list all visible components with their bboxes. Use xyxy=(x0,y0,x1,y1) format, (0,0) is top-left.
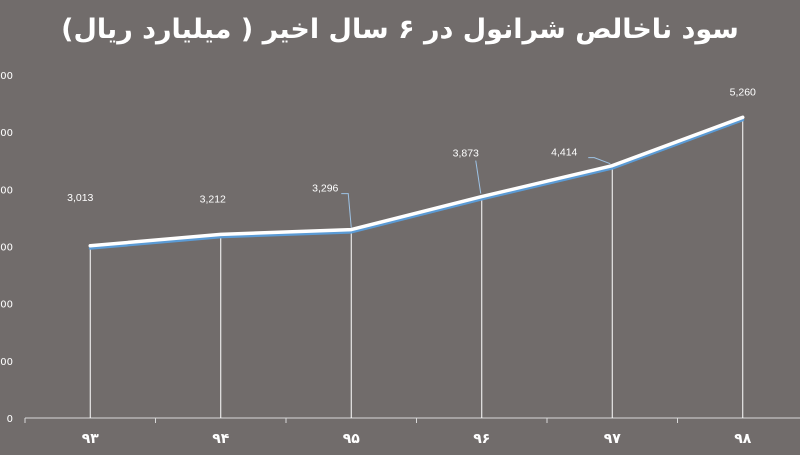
x-category-label: ۹۳ xyxy=(82,431,100,447)
x-category-label: ۹۵ xyxy=(343,431,361,447)
data-label: 5,260 xyxy=(730,86,756,98)
data-label: 3,296 xyxy=(312,183,338,195)
x-category-label: ۹۴ xyxy=(212,431,230,447)
x-category-label: ۹۸ xyxy=(734,431,752,447)
x-category-label: ۹۶ xyxy=(473,431,490,447)
y-tick-label: 4,000 xyxy=(0,185,13,196)
y-tick-label: 3,000 xyxy=(0,243,13,254)
series-line xyxy=(88,115,745,248)
data-label: 4,414 xyxy=(551,147,577,159)
y-tick-label: 5,000 xyxy=(0,128,13,139)
data-label-leader xyxy=(475,160,482,194)
y-tick-label: 1,000 xyxy=(0,357,13,368)
series-line-shadow xyxy=(88,118,745,250)
y-tick-label: 0 xyxy=(7,414,13,425)
x-category-label: ۹۷ xyxy=(604,431,622,447)
data-label-leader xyxy=(341,193,352,228)
data-label-leader xyxy=(588,157,611,165)
chart-title: سود ناخالص شرانول در ۶ سال اخیر ( میلیار… xyxy=(61,14,739,45)
data-label: 3,212 xyxy=(200,193,226,205)
data-label: 3,013 xyxy=(67,192,93,204)
y-tick-label: 6,000 xyxy=(0,71,13,82)
data-label: 3,873 xyxy=(453,148,479,160)
y-tick-label: 2,000 xyxy=(0,300,13,311)
